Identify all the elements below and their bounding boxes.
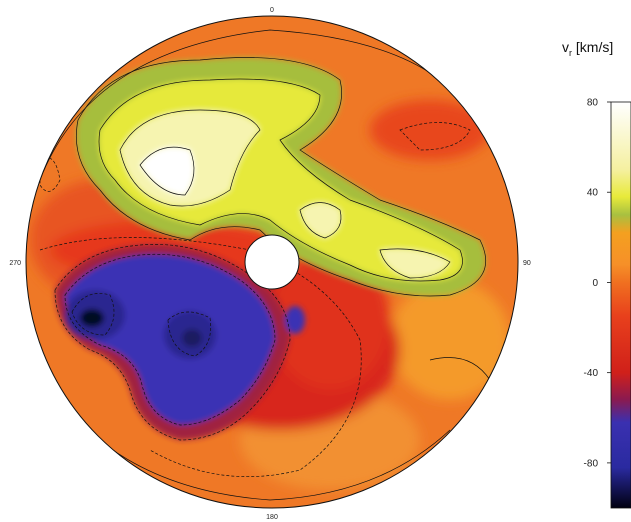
contour-pos-east: [429, 357, 491, 381]
contour-pos-2: [98, 78, 463, 282]
contour-pos-3: [119, 109, 261, 207]
angle-labels: 0 90 180 270: [9, 7, 531, 521]
contour-neg-1: [54, 244, 291, 441]
colorbar-title-sub: r: [569, 48, 572, 58]
contour-neg-ne: [399, 122, 471, 151]
colorbar: vr [km/s] 80 40 0 -40 -80: [562, 39, 631, 509]
field-northeast-red: [370, 100, 490, 160]
lobe-pale-core-east: [380, 248, 450, 278]
contour-pos-1: [75, 57, 487, 297]
map-positive-lobe: [76, 57, 486, 296]
colorbar-title-main: v: [562, 39, 569, 55]
colorbar-tick-label: -80: [584, 458, 599, 469]
contour-neg-2: [64, 253, 276, 426]
contours-negative: [39, 122, 471, 477]
colorbar-tick-label: 0: [592, 278, 598, 289]
colorbar-bar: [610, 101, 631, 509]
colorbar-tick-label: 40: [587, 188, 599, 199]
colorbar-title-unit: [km/s]: [572, 39, 613, 55]
angle-label-90: 90: [523, 260, 531, 267]
field-red-core: [270, 250, 390, 390]
contour-pos-6: [379, 248, 451, 279]
map-negative-lobe: [55, 244, 305, 440]
colorbar-ticks: 80 40 0 -40 -80: [584, 98, 611, 469]
colorbar-tick-label: -40: [584, 368, 599, 379]
lobe-white-peak: [140, 147, 194, 195]
angle-label-270: 270: [9, 260, 21, 267]
lobe-blue-island: [285, 306, 305, 334]
lobe-blue-core: [182, 329, 202, 347]
disk-outline: [25, 15, 519, 509]
colorbar-title: vr [km/s]: [562, 39, 613, 58]
colorbar-tick-label: 80: [587, 98, 599, 109]
lobe-minimum: [80, 309, 104, 327]
central-hole: [244, 234, 300, 290]
field-east-orange: [390, 280, 510, 400]
contour-neg-4: [167, 311, 211, 357]
contour-pos-5: [299, 202, 342, 239]
contour-neg-3: [71, 293, 115, 336]
contour-pos-4: [139, 146, 195, 196]
contour-neg-outer: [39, 237, 362, 477]
angle-label-180: 180: [266, 514, 278, 521]
contour-neg-west: [39, 157, 61, 192]
polar-map: [26, 16, 518, 508]
angle-label-0: 0: [270, 7, 274, 14]
